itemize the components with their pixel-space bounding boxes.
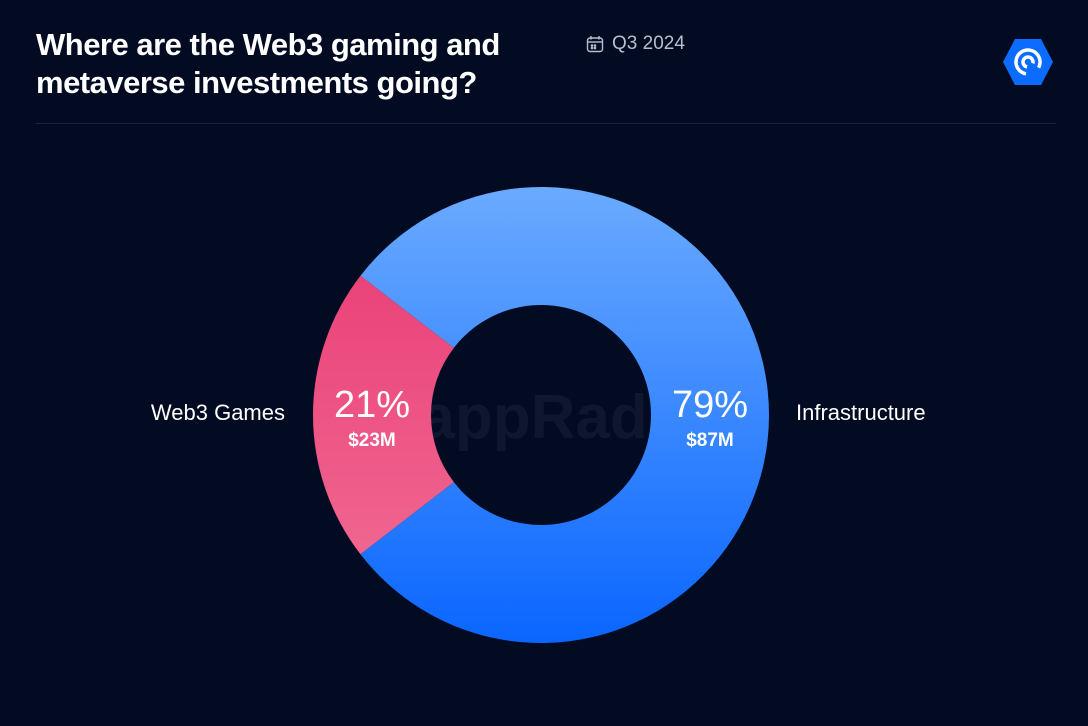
slice-infrastructure — [360, 187, 769, 644]
page-title: Where are the Web3 gaming and metaverse … — [36, 27, 500, 100]
header-divider — [36, 123, 1056, 124]
period-label: Q3 2024 — [586, 33, 685, 55]
value-label: $87M — [686, 430, 734, 451]
category-label: Web3 Games — [151, 400, 285, 425]
percent-label: 21% — [334, 384, 410, 426]
value-label: $23M — [348, 430, 396, 451]
dappradar-logo-icon — [1003, 39, 1053, 85]
calendar-icon — [586, 36, 604, 53]
period-text: Q3 2024 — [612, 33, 685, 54]
category-label: Infrastructure — [796, 400, 926, 425]
slice-web3-games — [313, 275, 454, 555]
percent-label: 79% — [672, 384, 748, 426]
